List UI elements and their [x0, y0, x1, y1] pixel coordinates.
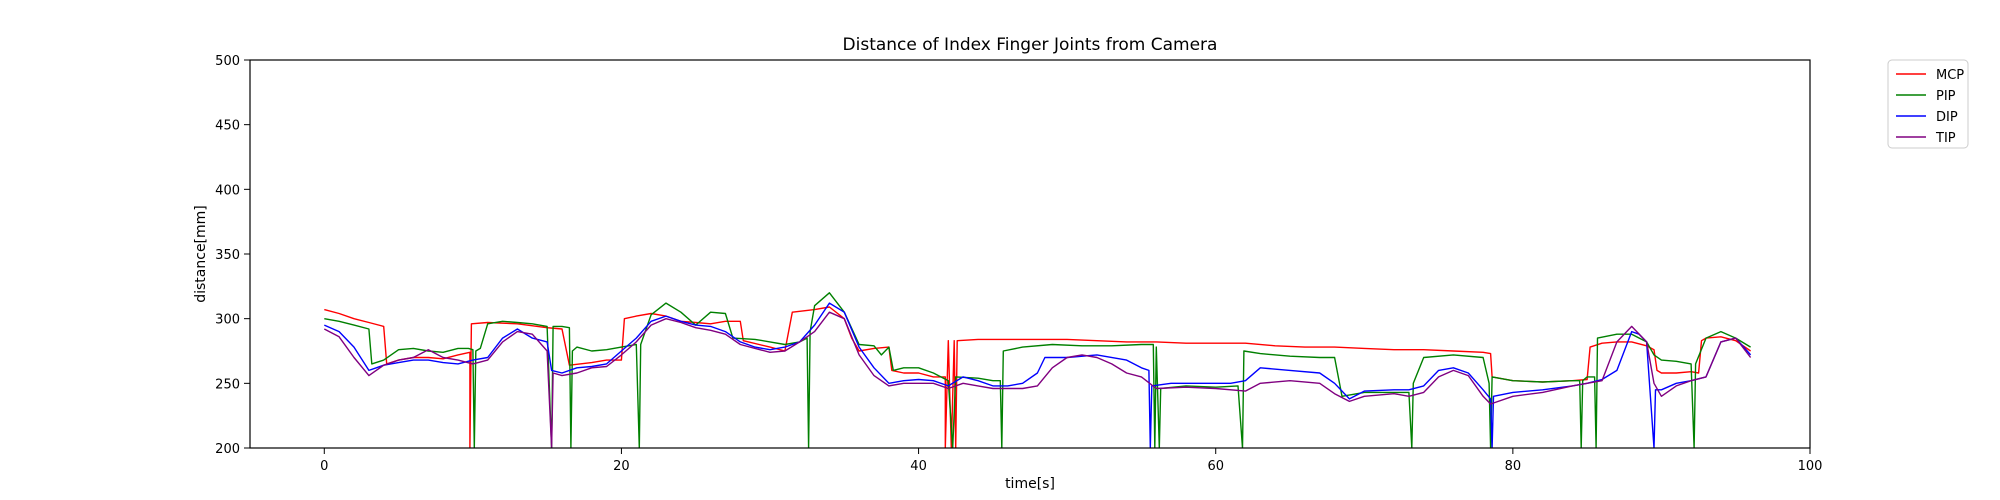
y-tick-label: 350 [215, 248, 240, 263]
x-tick-label: 40 [910, 459, 927, 474]
x-tick-label: 20 [613, 459, 630, 474]
y-tick-label: 250 [215, 377, 240, 392]
legend-label-pip: PIP [1936, 89, 1956, 104]
y-tick-label: 200 [215, 442, 240, 457]
y-tick-label: 450 [215, 119, 240, 134]
x-tick-label: 60 [1207, 459, 1224, 474]
legend-frame [1887, 59, 1969, 149]
y-tick-label: 400 [215, 183, 240, 198]
y-tick-label: 500 [215, 54, 240, 69]
chart-title: Distance of Index Finger Joints from Cam… [843, 35, 1218, 55]
series-line-tip [323, 311, 1752, 448]
y-axis-label: distance[mm] [193, 205, 209, 303]
x-axis: 0 20 40 60 80 100 [320, 448, 1822, 474]
series-line-mcp [324, 306, 1751, 448]
series-line-dip [324, 302, 1752, 448]
x-tick-label: 0 [320, 459, 328, 474]
series-layer [323, 292, 1752, 448]
y-tick-label: 300 [215, 313, 240, 328]
x-tick-label: 80 [1505, 459, 1522, 474]
legend: MCP PIP DIP TIP [1887, 59, 1969, 149]
legend-label-dip: DIP [1936, 110, 1958, 125]
y-axis: 200 250 300 350 400 450 500 [215, 54, 250, 457]
legend-label-tip: TIP [1935, 131, 1956, 146]
x-axis-label: time[s] [1005, 476, 1055, 492]
legend-label-mcp: MCP [1936, 68, 1964, 83]
series-line-pip [324, 292, 1751, 448]
x-tick-label: 100 [1798, 459, 1823, 474]
